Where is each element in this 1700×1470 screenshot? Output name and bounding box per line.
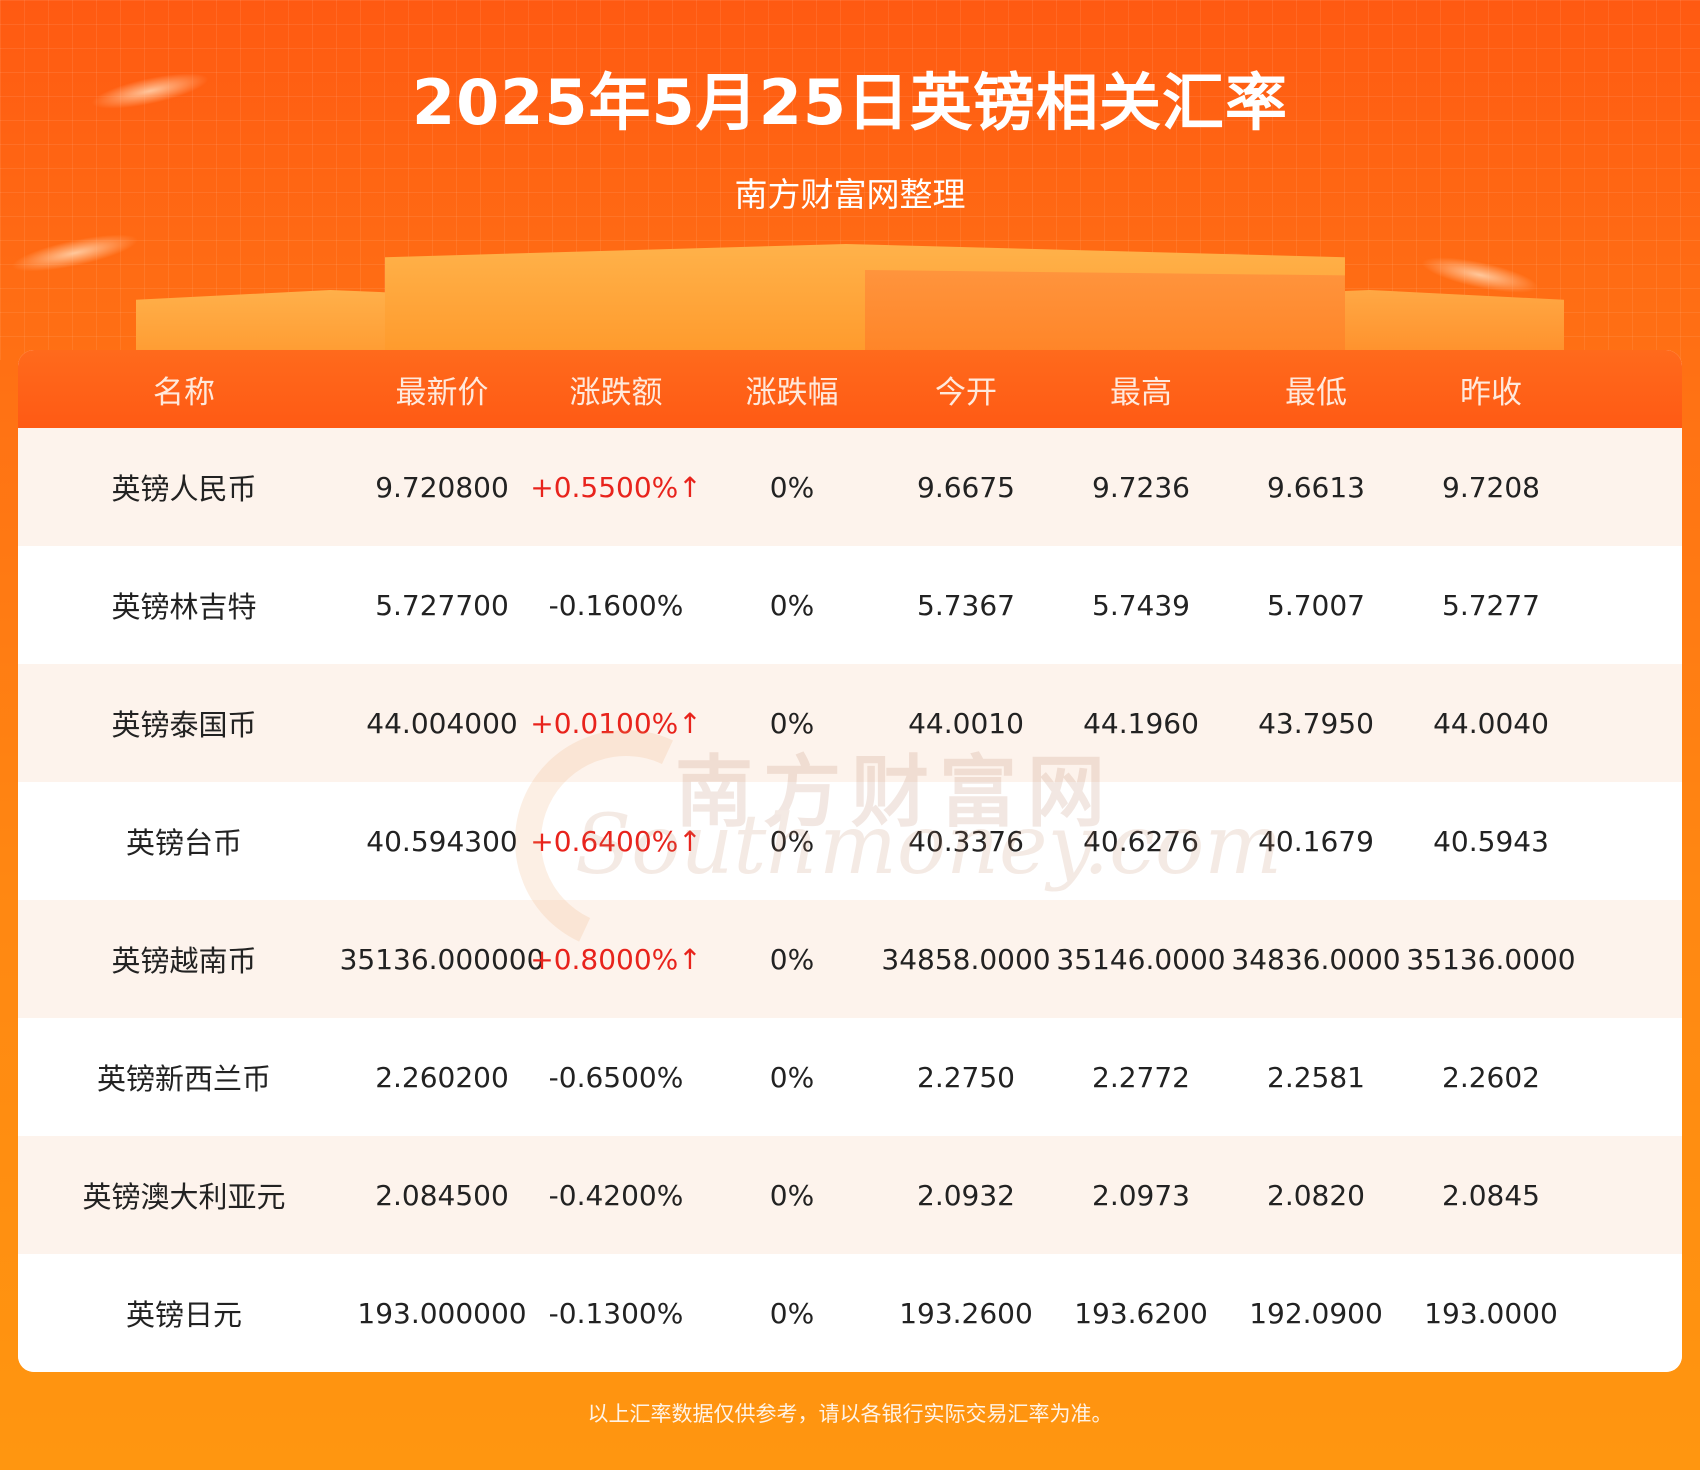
cell-change: +0.5500%↑ (530, 470, 702, 504)
table-header: 名称 最新价 涨跌额 涨跌幅 今开 最高 最低 昨收 (18, 350, 1682, 428)
cell-change-pct: 0% (769, 824, 815, 858)
cell-change-pct: 0% (769, 1060, 815, 1094)
cell-name: 英镑日元 (125, 1298, 243, 1332)
cell-high: 2.0973 (1092, 1178, 1190, 1212)
table-row: 英镑人民币 9.720800 +0.5500%↑ 0% 9.6675 9.723… (18, 428, 1682, 546)
cell-low: 2.0820 (1267, 1178, 1365, 1212)
decorative-streak (8, 226, 142, 280)
cell-change-pct: 0% (769, 470, 815, 504)
cell-prev-close: 40.5943 (1433, 824, 1549, 858)
table-row: 英镑泰国币 44.004000 +0.0100%↑ 0% 44.0010 44.… (18, 664, 1682, 782)
cell-change: -0.6500% (548, 1060, 684, 1094)
cell-change-pct: 0% (769, 1296, 815, 1330)
col-header-change: 涨跌额 (569, 374, 663, 411)
cell-prev-close: 193.0000 (1424, 1296, 1558, 1330)
cell-low: 5.7007 (1267, 588, 1365, 622)
cell-high: 9.7236 (1092, 470, 1190, 504)
col-header-change-pct: 涨跌幅 (745, 374, 839, 411)
cell-latest: 40.594300 (366, 824, 518, 858)
cell-latest: 35136.000000 (339, 942, 545, 976)
cell-name: 英镑新西兰币 (96, 1062, 272, 1096)
cell-high: 40.6276 (1083, 824, 1199, 858)
cell-high: 5.7439 (1092, 588, 1190, 622)
decorative-block-shade (865, 270, 1345, 360)
cell-high: 193.6200 (1074, 1296, 1208, 1330)
table-row: 英镑澳大利亚元 2.084500 -0.4200% 0% 2.0932 2.09… (18, 1136, 1682, 1254)
cell-change-pct: 0% (769, 942, 815, 976)
cell-change-pct: 0% (769, 706, 815, 740)
cell-high: 35146.0000 (1056, 942, 1226, 976)
cell-latest: 9.720800 (375, 470, 509, 504)
col-header-open: 今开 (935, 374, 997, 411)
table-row: 英镑林吉特 5.727700 -0.1600% 0% 5.7367 5.7439… (18, 546, 1682, 664)
cell-open: 5.7367 (917, 588, 1015, 622)
cell-latest: 44.004000 (366, 706, 518, 740)
cell-latest: 2.084500 (375, 1178, 509, 1212)
cell-prev-close: 35136.0000 (1406, 942, 1576, 976)
cell-name: 英镑人民币 (111, 472, 257, 506)
cell-change-pct: 0% (769, 588, 815, 622)
cell-high: 2.2772 (1092, 1060, 1190, 1094)
cell-prev-close: 5.7277 (1442, 588, 1540, 622)
cell-latest: 193.000000 (357, 1296, 527, 1330)
cell-low: 40.1679 (1258, 824, 1374, 858)
cell-latest: 2.260200 (375, 1060, 509, 1094)
cell-change: +0.0100%↑ (530, 706, 702, 740)
cell-change: -0.1300% (548, 1296, 684, 1330)
table-row: 英镑台币 40.594300 +0.6400%↑ 0% 40.3376 40.6… (18, 782, 1682, 900)
page-title: 2025年5月25日英镑相关汇率 (412, 66, 1288, 139)
page-subtitle: 南方财富网整理 (734, 175, 966, 214)
footer-disclaimer: 以上汇率数据仅供参考，请以各银行实际交易汇率为准。 (587, 1402, 1113, 1426)
cell-open: 193.2600 (899, 1296, 1033, 1330)
col-header-latest: 最新价 (395, 374, 489, 411)
decorative-streak (1418, 249, 1542, 301)
cell-low: 34836.0000 (1231, 942, 1401, 976)
cell-open: 34858.0000 (881, 942, 1051, 976)
table-row: 英镑越南币 35136.000000 +0.8000%↑ 0% 34858.00… (18, 900, 1682, 1018)
cell-high: 44.1960 (1083, 706, 1199, 740)
cell-name: 英镑越南币 (111, 944, 257, 978)
cell-name: 英镑泰国币 (111, 708, 257, 742)
table-row: 英镑日元 193.000000 -0.1300% 0% 193.2600 193… (18, 1254, 1682, 1372)
col-header-high: 最高 (1110, 374, 1172, 411)
cell-name: 英镑台币 (125, 826, 243, 860)
cell-open: 2.2750 (917, 1060, 1015, 1094)
col-header-prev-close: 昨收 (1460, 374, 1522, 411)
cell-low: 9.6613 (1267, 470, 1365, 504)
cell-low: 2.2581 (1267, 1060, 1365, 1094)
cell-open: 9.6675 (917, 470, 1015, 504)
col-header-low: 最低 (1285, 374, 1347, 411)
cell-prev-close: 2.2602 (1442, 1060, 1540, 1094)
cell-low: 192.0900 (1249, 1296, 1383, 1330)
cell-open: 40.3376 (908, 824, 1024, 858)
table-row: 英镑新西兰币 2.260200 -0.6500% 0% 2.2750 2.277… (18, 1018, 1682, 1136)
cell-prev-close: 2.0845 (1442, 1178, 1540, 1212)
cell-prev-close: 44.0040 (1433, 706, 1549, 740)
col-header-name: 名称 (153, 374, 215, 411)
cell-change: -0.1600% (548, 588, 684, 622)
cell-name: 英镑林吉特 (111, 590, 257, 624)
cell-open: 44.0010 (908, 706, 1024, 740)
cell-change: +0.8000%↑ (530, 942, 702, 976)
cell-name: 英镑澳大利亚元 (82, 1180, 286, 1214)
cell-latest: 5.727700 (375, 588, 509, 622)
cell-prev-close: 9.7208 (1442, 470, 1540, 504)
cell-change-pct: 0% (769, 1178, 815, 1212)
rates-table: 名称 最新价 涨跌额 涨跌幅 今开 最高 最低 昨收 英镑人民币 9.72080… (18, 350, 1682, 1372)
cell-change: -0.4200% (548, 1178, 684, 1212)
cell-open: 2.0932 (917, 1178, 1015, 1212)
cell-low: 43.7950 (1258, 706, 1374, 740)
cell-change: +0.6400%↑ (530, 824, 702, 858)
